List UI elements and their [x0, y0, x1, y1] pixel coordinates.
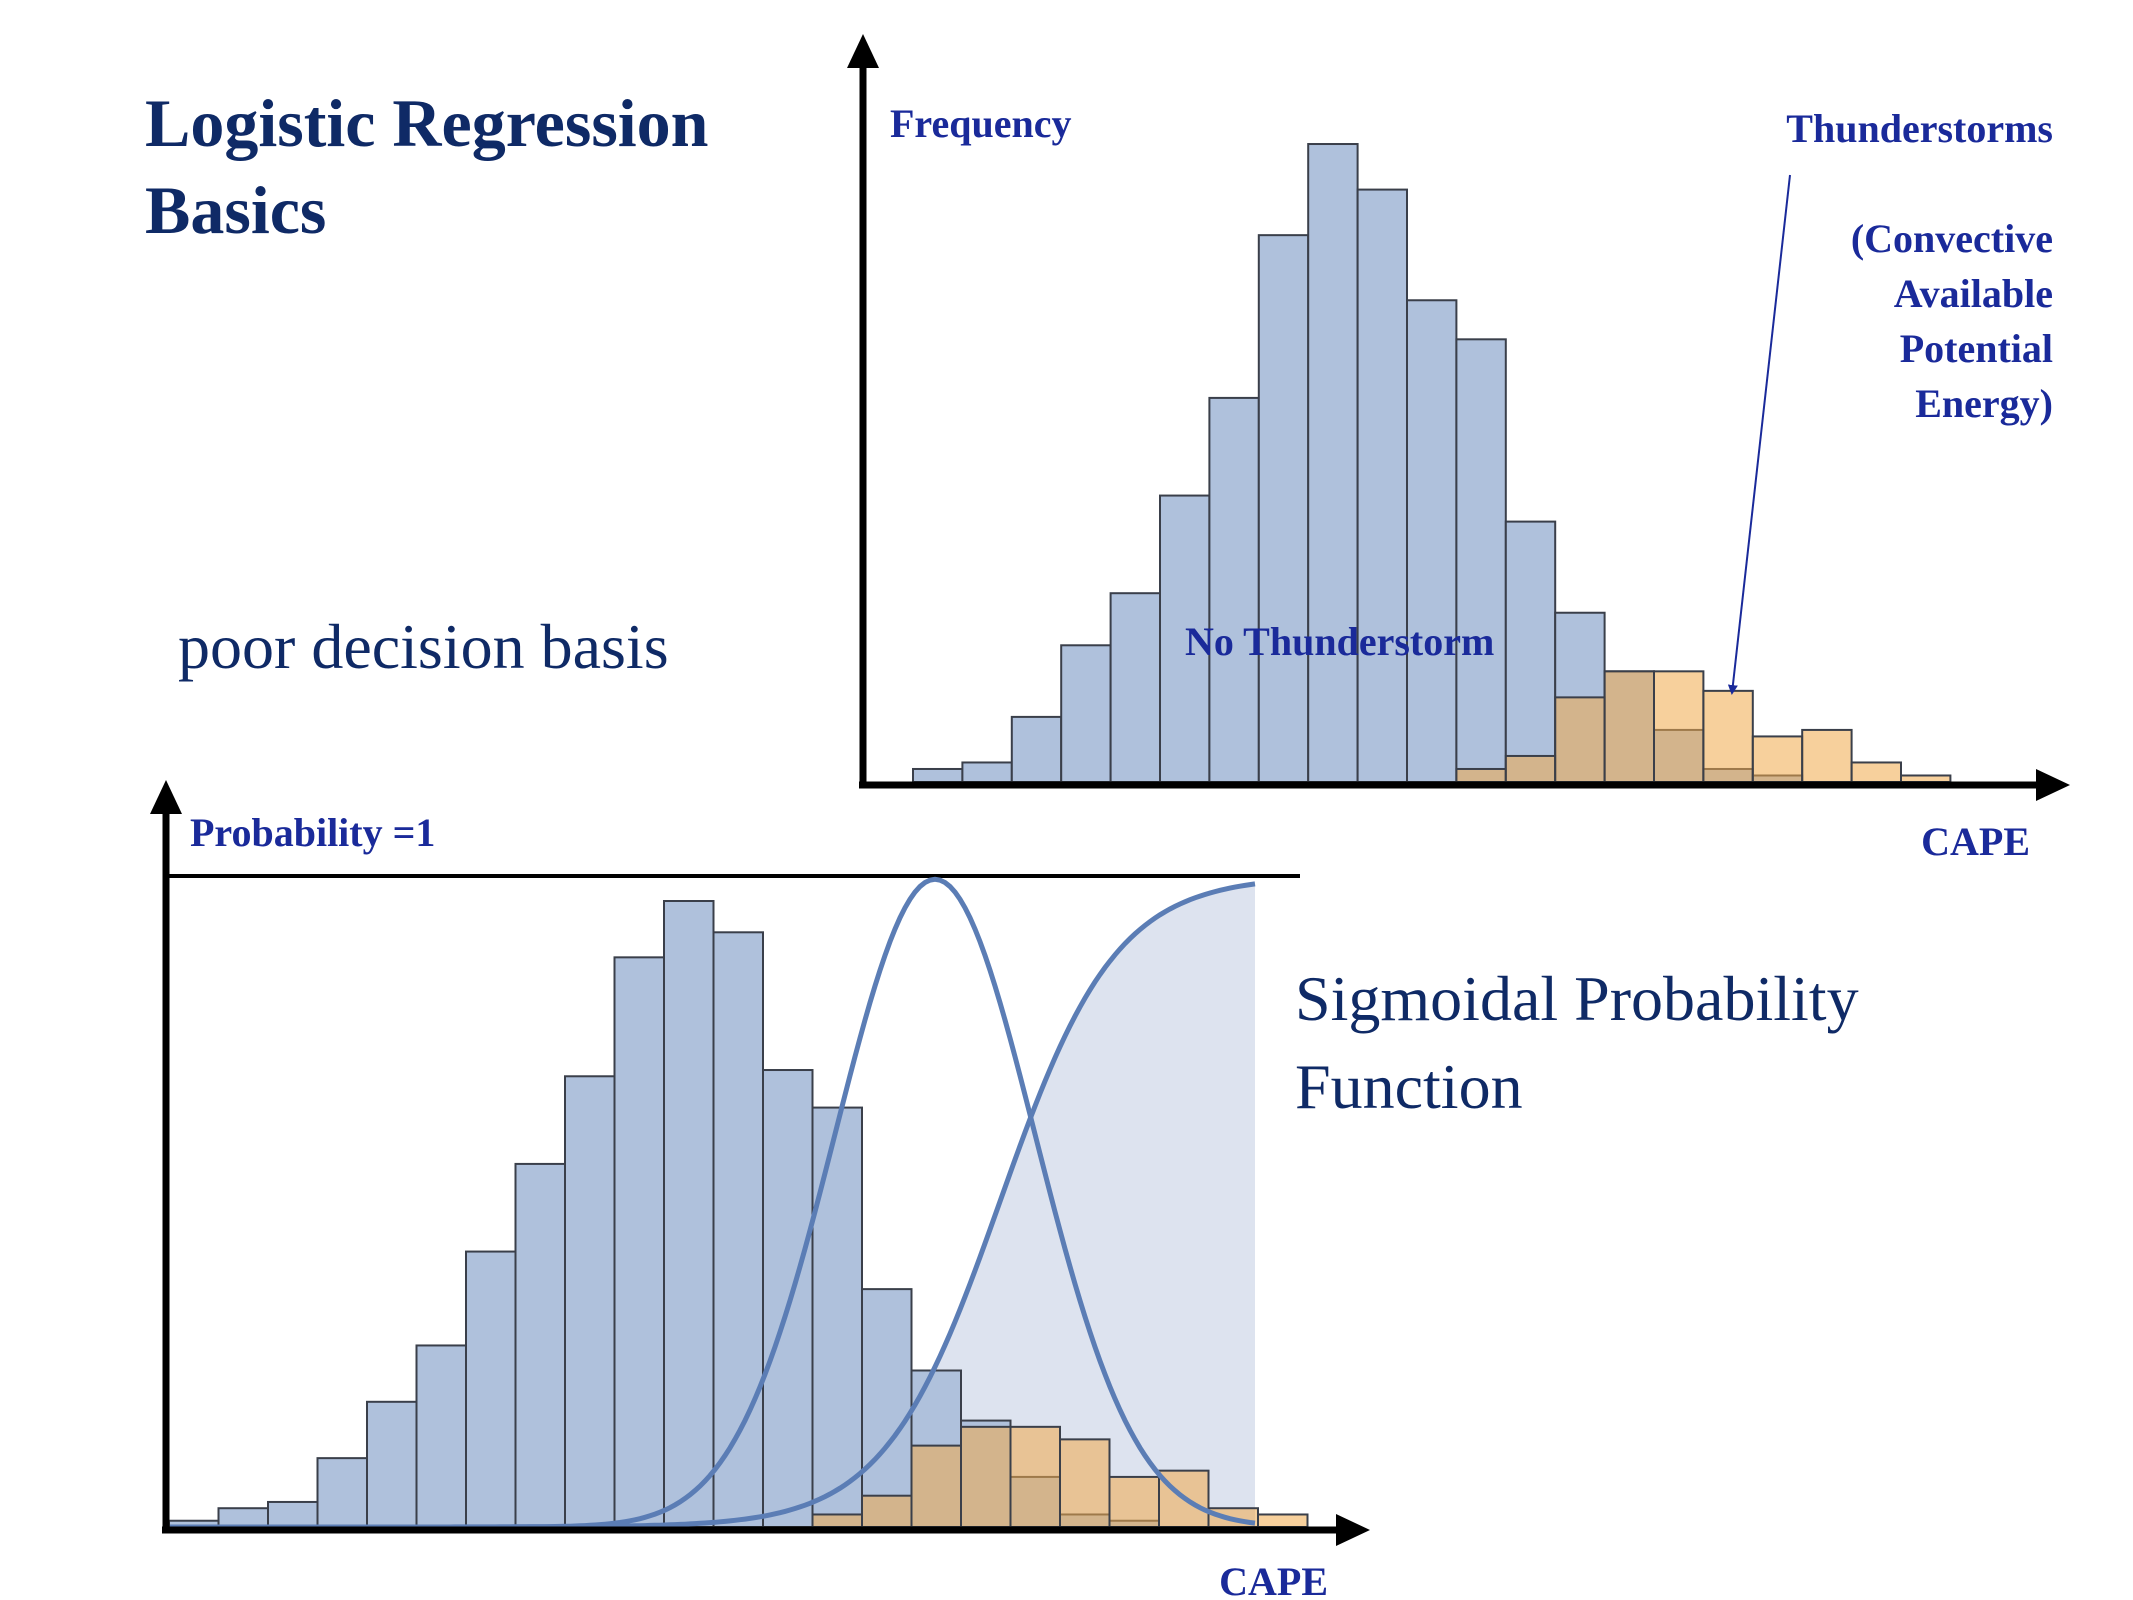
slide-title-line-2: Basics: [145, 172, 327, 249]
bottom-x-axis-label: CAPE: [1219, 1559, 1328, 1600]
bottom-storm-bar-14: [861, 1494, 913, 1528]
bottom-no-storm-bar-9: [613, 956, 665, 1528]
bottom-storm-bar-13: [811, 1513, 863, 1528]
top-y-axis-arrowhead: [847, 34, 879, 68]
bottom-no-storm-bar-10: [663, 900, 715, 1528]
top-y-axis-label: Frequency: [890, 101, 1071, 146]
bottom-no-storm-bar-1: [217, 1507, 269, 1528]
bottom-no-storm-bar-11: [712, 931, 764, 1528]
top-histogram: Frequency CAPE No Thunderstorm Thunderst…: [847, 34, 2070, 864]
bottom-no-storm-bar-13: [811, 1106, 863, 1528]
top-no-storm-bar-6: [1208, 396, 1260, 783]
bottom-no-storm-bar-8: [564, 1075, 616, 1529]
no-thunderstorm-label: No Thunderstorm: [1185, 619, 1494, 664]
top-no-storm-bar-7: [1257, 234, 1310, 784]
bottom-storm-bar-18: [1059, 1438, 1111, 1528]
bottom-y-axis-label: Probability =1: [190, 810, 435, 855]
poor-decision-text: poor decision basis: [178, 611, 669, 682]
top-storm-bar-11: [1455, 767, 1507, 783]
top-storm-bar-18: [1801, 728, 1853, 783]
top-no-storm-bar-1: [961, 761, 1013, 783]
top-storm-bar-17: [1751, 735, 1804, 783]
top-storm-bar-16: [1702, 689, 1754, 783]
bottom-storm-bar-16: [960, 1425, 1012, 1528]
bottom-storm-bar-17: [1009, 1425, 1061, 1528]
top-x-axis-arrowhead: [2036, 769, 2070, 801]
top-no-storm-bar-12: [1504, 520, 1557, 783]
bottom-storm-bars: [811, 1425, 1309, 1529]
top-storm-bar-19: [1850, 761, 1902, 783]
bottom-x-axis-arrowhead: [1336, 1514, 1370, 1546]
bottom-no-storm-bar-12: [762, 1069, 814, 1529]
top-no-storm-bar-5: [1159, 494, 1211, 783]
sigmoid-shaded-area: [170, 883, 1255, 1527]
bottom-no-storm-bar-14: [861, 1288, 913, 1528]
top-storm-bar-14: [1603, 670, 1655, 784]
slide-title: Logistic Regression Basics: [145, 80, 709, 254]
bottom-histogram: Probability =1 CAPE: [150, 780, 1370, 1600]
sigmoid-caption-line-2: Function: [1295, 1051, 1523, 1123]
cape-definition-line-1: (Convective: [1851, 216, 2053, 261]
bottom-no-storm-bar-4: [366, 1400, 418, 1529]
top-storm-bar-13: [1554, 696, 1606, 783]
top-no-storm-bar-3: [1060, 644, 1112, 783]
cape-definition-line-3: Potential: [1900, 326, 2053, 371]
sigmoid-caption-line-1: Sigmoidal Probability: [1295, 963, 1859, 1034]
sigmoid-caption: Sigmoidal Probability Function: [1295, 955, 1859, 1132]
bottom-no-storm-bar-3: [316, 1457, 368, 1529]
top-no-storm-bar-9: [1356, 188, 1408, 783]
top-no-storm-bar-11: [1455, 338, 1507, 783]
top-no-storm-bar-4: [1109, 592, 1161, 784]
bottom-no-storm-bar-6: [465, 1250, 517, 1529]
slide-title-line-1: Logistic Regression: [145, 85, 709, 161]
bottom-storm-bar-22: [1257, 1513, 1309, 1528]
top-no-storm-bar-8: [1307, 143, 1359, 783]
bottom-no-storm-bar-5: [415, 1344, 467, 1528]
top-x-axis-label: CAPE: [1921, 819, 2030, 864]
cape-definition-line-4: Energy): [1915, 381, 2053, 426]
poor-decision-note: poor decision basis: [178, 603, 669, 691]
top-no-storm-bar-0: [912, 767, 964, 783]
cape-definition-line-2: Available: [1894, 271, 2053, 316]
bottom-storm-bar-19: [1108, 1475, 1160, 1529]
bottom-storm-bar-15: [910, 1444, 962, 1528]
top-storm-bar-12: [1504, 754, 1557, 784]
top-storm-bar-20: [1900, 774, 1952, 783]
top-storm-bar-15: [1653, 670, 1705, 784]
bottom-no-storm-bar-2: [267, 1500, 319, 1528]
thunderstorms-pointer-arrow: [1727, 174, 1791, 695]
bottom-y-axis-arrowhead: [150, 780, 182, 814]
thunderstorms-label: Thunderstorms: [1786, 106, 2053, 151]
top-no-storm-bar-10: [1406, 299, 1458, 783]
top-no-storm-bar-2: [1010, 715, 1063, 784]
bottom-no-storm-bar-7: [514, 1162, 566, 1529]
